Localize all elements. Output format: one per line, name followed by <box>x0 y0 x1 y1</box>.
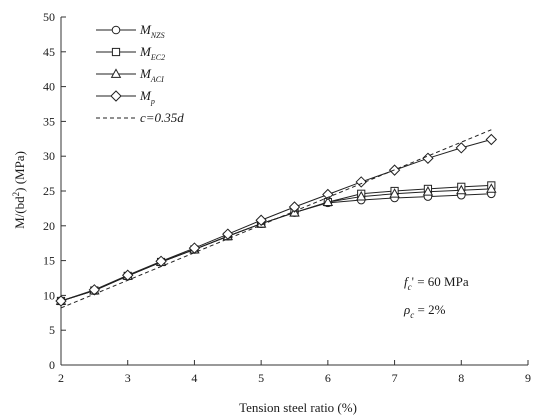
x-tick-label: 2 <box>58 371 64 385</box>
data-point-diamond <box>88 284 101 296</box>
legend-marker-diamond <box>110 90 122 102</box>
x-tick-label: 5 <box>258 371 264 385</box>
data-point-diamond <box>485 133 498 146</box>
x-tick-label: 4 <box>191 371 197 385</box>
y-tick-label: 50 <box>43 10 55 24</box>
series-line-3 <box>60 139 492 302</box>
y-ticks: 0 5 10 15 20 25 30 35 40 45 50 <box>43 10 66 372</box>
legend-label: MNZS <box>139 22 165 40</box>
data-point-triangle <box>355 190 367 201</box>
series-group <box>55 129 498 309</box>
data-point-diamond <box>322 188 334 201</box>
data-point-diamond <box>422 152 434 164</box>
x-tick-label: 7 <box>392 371 398 385</box>
y-tick-label: 45 <box>43 45 55 59</box>
annotation-fc: fc' = 60 MPa <box>404 274 469 292</box>
x-ticks: 2 3 4 5 6 7 8 9 <box>58 360 531 385</box>
data-point-diamond <box>188 242 201 254</box>
y-tick-label: 5 <box>49 323 55 337</box>
series-line-4 <box>60 129 492 309</box>
legend-label: MACI <box>139 66 164 84</box>
x-axis-label: Tension steel ratio (%) <box>239 400 357 415</box>
data-point-triangle <box>389 188 400 198</box>
y-tick-label: 0 <box>49 358 55 372</box>
y-tick-label: 15 <box>43 254 55 268</box>
x-tick-label: 9 <box>525 371 531 385</box>
data-point-diamond <box>288 201 301 213</box>
y-tick-label: 25 <box>43 184 55 198</box>
x-tick-label: 3 <box>125 371 131 385</box>
data-point-triangle <box>422 186 434 196</box>
data-point-diamond <box>255 214 267 226</box>
annotations: fc' = 60 MPa ρc = 2% <box>403 274 469 320</box>
y-tick-label: 30 <box>43 149 55 163</box>
legend-marker-circle <box>111 25 121 35</box>
y-tick-label: 40 <box>43 80 55 94</box>
y-tick-label: 10 <box>43 288 55 302</box>
data-point-diamond <box>222 228 234 240</box>
data-point-diamond <box>455 142 467 154</box>
x-tick-label: 6 <box>325 371 331 385</box>
legend-label: MEC2 <box>139 44 165 62</box>
y-axis-label: M/(bd2) (MPa) <box>11 151 27 229</box>
legend: MNZS MEC2 MACI Mp c=0.35d <box>96 22 184 125</box>
data-point-diamond <box>55 295 67 307</box>
data-point-triangle <box>456 184 467 195</box>
data-point-triangle <box>322 196 334 207</box>
data-point-diamond <box>355 176 367 188</box>
legend-label: Mp <box>139 88 155 106</box>
legend-marker-triangle <box>110 68 122 78</box>
y-tick-label: 35 <box>43 114 55 128</box>
data-point-triangle <box>486 183 497 193</box>
x-tick-label: 8 <box>458 371 464 385</box>
legend-marker-square <box>111 47 121 57</box>
annotation-rho: ρc = 2% <box>403 302 446 320</box>
legend-label: c=0.35d <box>140 110 184 125</box>
y-tick-label: 20 <box>43 219 55 233</box>
